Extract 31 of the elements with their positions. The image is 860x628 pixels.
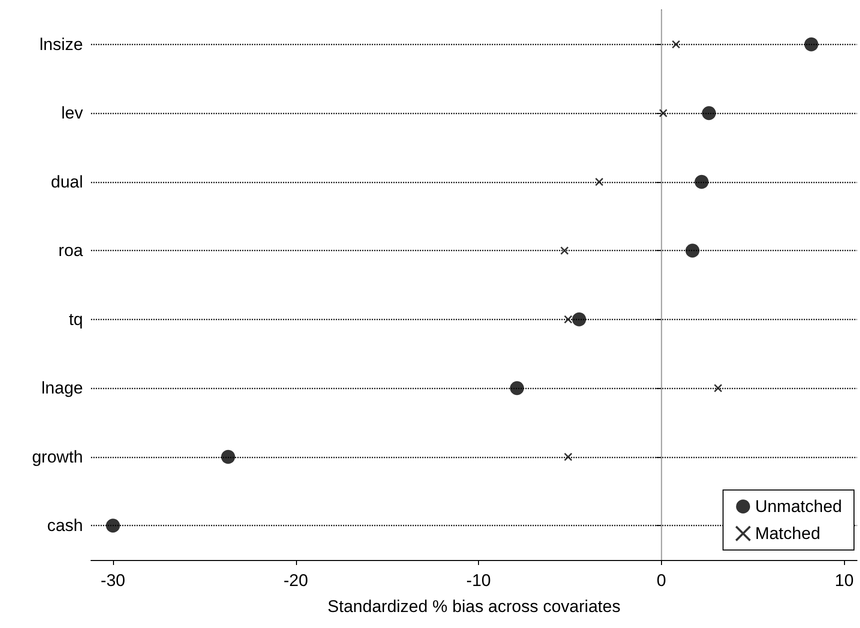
point <box>714 384 722 392</box>
point <box>106 518 120 533</box>
point <box>221 450 236 464</box>
point <box>804 37 818 52</box>
point <box>510 381 524 396</box>
y-tick-label: lnsize <box>40 34 83 54</box>
point <box>685 244 700 258</box>
x-tick-label: -20 <box>283 571 308 590</box>
y-tick-label: dual <box>50 172 83 192</box>
y-tick-label: roa <box>58 241 84 260</box>
point <box>658 108 668 118</box>
x-tick-label: -30 <box>100 571 126 590</box>
point <box>694 174 709 189</box>
y-tick-label: growth <box>32 447 83 466</box>
point <box>572 312 586 326</box>
point <box>564 452 572 462</box>
point <box>564 315 572 324</box>
y-tick-label: lnage <box>41 378 83 398</box>
x-tick-label: 0 <box>656 571 666 590</box>
y-tick-label: cash <box>47 516 83 536</box>
point <box>702 106 716 120</box>
legend-label: Matched <box>755 524 820 543</box>
y-tick-label: lev <box>61 104 84 123</box>
point <box>560 246 569 255</box>
x-tick-label: 10 <box>834 571 854 590</box>
point <box>672 40 680 49</box>
x-tick-label: -10 <box>466 571 491 590</box>
x-axis-title: Standardized % bias across covariates <box>328 597 620 616</box>
point <box>594 178 604 186</box>
y-tick-label: tq <box>68 310 83 329</box>
legend-label: Unmatched <box>755 497 842 516</box>
